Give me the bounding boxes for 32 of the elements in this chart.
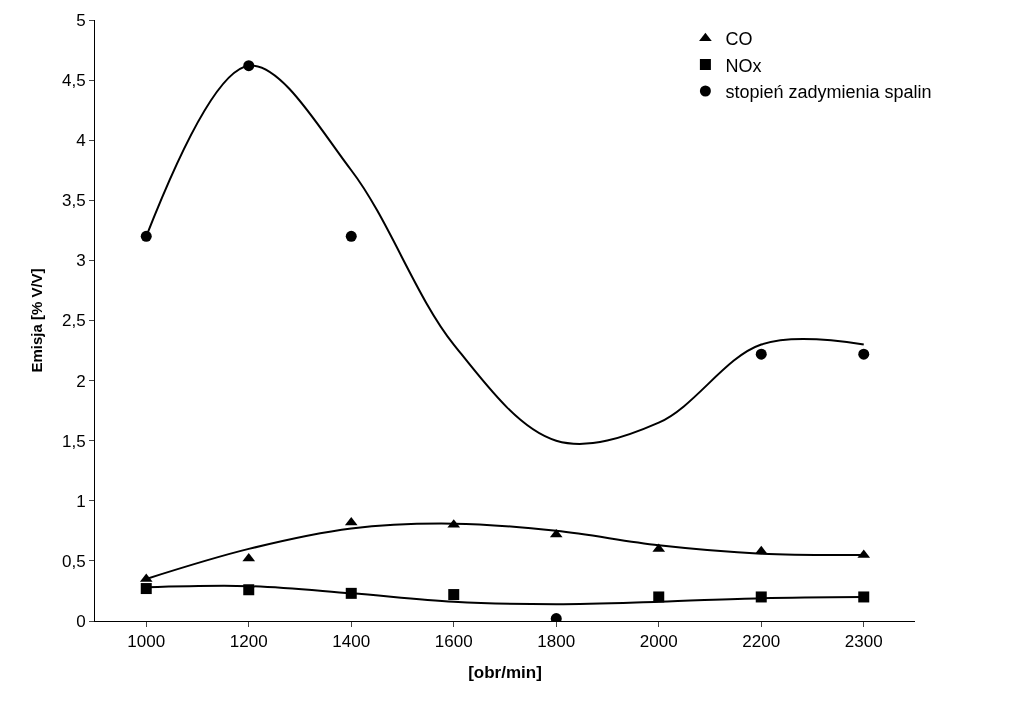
y-tick-label: 5 — [76, 10, 86, 30]
legend-label: NOx — [725, 55, 762, 76]
point — [858, 591, 870, 603]
y-tick-label: 1,5 — [61, 431, 86, 451]
y-tick-label: 4,5 — [61, 71, 86, 91]
x-tick-label: 2200 — [742, 632, 781, 652]
x-tick-label: 1400 — [332, 632, 371, 652]
y-tick-label: 1 — [76, 491, 86, 511]
point — [140, 583, 152, 595]
x-tick-label: 1200 — [229, 632, 268, 652]
x-tick-label: 2000 — [639, 632, 678, 652]
legend-label: CO — [725, 29, 753, 50]
x-tick-label: 2300 — [844, 632, 883, 652]
point — [653, 591, 665, 603]
point — [344, 516, 358, 526]
y-tick-label: 2 — [76, 371, 86, 391]
point — [755, 348, 767, 360]
x-tick-label: 1800 — [537, 632, 576, 652]
x-axis-title: [obr/min] — [468, 662, 542, 682]
x-tick-label: 1000 — [127, 632, 166, 652]
y-axis-title: Emisja [% V/V] — [28, 268, 46, 373]
legend-label: stopień zadymienia spalin — [725, 82, 932, 103]
x-tick-label: 1600 — [434, 632, 473, 652]
y-tick-label: 3,5 — [61, 191, 86, 211]
y-tick-label: 0,5 — [61, 551, 86, 571]
y-tick-label: 3 — [76, 251, 86, 271]
point — [448, 589, 460, 601]
point — [858, 348, 870, 360]
y-tick-label: 4 — [76, 131, 86, 151]
point — [345, 230, 357, 242]
y-tick-label: 2,5 — [61, 311, 86, 331]
y-tick-label: 0 — [76, 611, 86, 631]
